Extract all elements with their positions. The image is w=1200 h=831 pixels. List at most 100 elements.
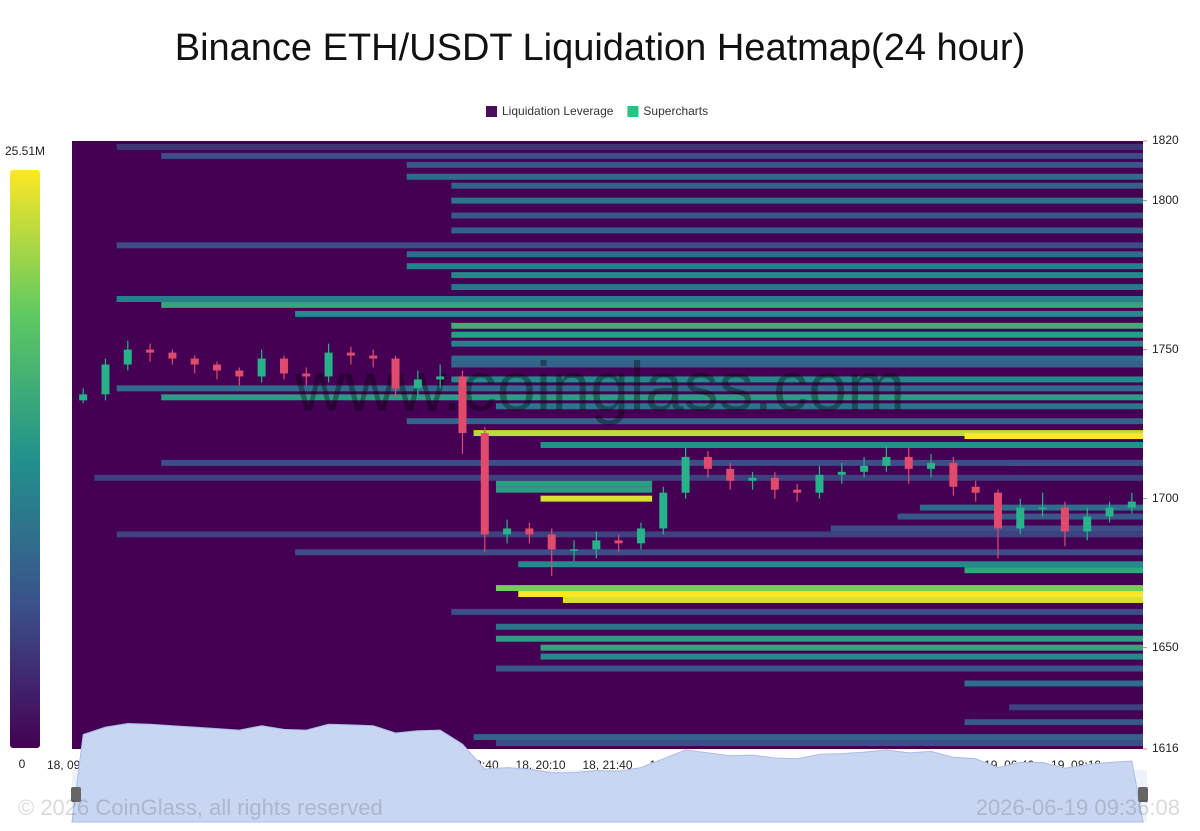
candle-body [971, 486, 980, 493]
legend-swatch [486, 106, 497, 117]
heat-band [964, 719, 1143, 726]
candle-body [614, 540, 623, 544]
heat-band [518, 561, 1143, 568]
footer-timestamp: 2026-06-19 09:36:08 [976, 795, 1180, 820]
heat-band [406, 263, 1143, 270]
y-tick-label: 1800 [1152, 193, 1179, 207]
heat-band [473, 734, 1143, 741]
heat-band [495, 486, 653, 493]
candle-body [570, 549, 579, 551]
heat-band [451, 355, 1143, 362]
heat-band [161, 394, 1143, 401]
candle-body [146, 349, 155, 353]
heat-band [451, 331, 1143, 338]
candle-body [636, 528, 645, 544]
y-tick-label: 1820 [1152, 133, 1179, 147]
candle-body [837, 471, 846, 475]
candle-body [592, 540, 601, 550]
candle-body [1105, 507, 1114, 517]
heat-band [451, 212, 1143, 219]
candle-body [190, 358, 199, 365]
heat-band [406, 173, 1143, 180]
candle-body [369, 355, 378, 359]
footer-copyright: © 2026 CoinGlass, all rights reserved [18, 795, 383, 820]
heat-band [116, 295, 1143, 302]
candle-body [391, 358, 400, 389]
heat-band [451, 376, 1143, 383]
candle-body [168, 352, 177, 359]
y-tick-label: 1650 [1152, 640, 1179, 654]
heat-band [295, 549, 1143, 556]
heat-band [830, 525, 1143, 532]
legend-label: Supercharts [643, 104, 708, 118]
y-tick-label: 1700 [1152, 491, 1179, 505]
heat-band [540, 644, 1143, 651]
candle-body [927, 462, 936, 469]
heat-band [451, 227, 1143, 234]
candle-body [525, 528, 534, 535]
navigator-handle[interactable] [71, 787, 81, 802]
y-tick-label: 1616 [1152, 741, 1179, 755]
navigator-handle[interactable] [1138, 787, 1148, 802]
heat-band [495, 740, 1143, 747]
heat-band [161, 459, 1143, 466]
heat-band [451, 182, 1143, 189]
heat-band [451, 340, 1143, 347]
candle-body [480, 433, 489, 535]
candle-body [547, 534, 556, 550]
candle-body [1016, 507, 1025, 529]
heat-band [451, 322, 1143, 329]
candle-body [1060, 507, 1069, 532]
heat-band [540, 495, 653, 502]
heat-band [540, 653, 1143, 660]
candle-body [1127, 501, 1136, 508]
candle-body [860, 465, 869, 472]
heat-band [919, 504, 1143, 511]
navigator-area [71, 722, 1144, 823]
heat-band [116, 531, 1143, 538]
heat-band [518, 591, 1143, 597]
candle-body [101, 364, 110, 395]
heat-band [451, 272, 1143, 279]
chart-title: Binance ETH/USDT Liquidation Heatmap(24 … [175, 27, 1026, 69]
candle-body [726, 468, 735, 481]
candle-body [79, 394, 88, 401]
candle-body [1083, 516, 1092, 532]
candle-body [123, 349, 132, 365]
heat-band [540, 442, 1143, 448]
heat-band [495, 403, 1143, 410]
heat-band [495, 665, 1143, 672]
heat-band [116, 143, 1143, 150]
heat-band [94, 474, 1143, 481]
candle-body [302, 373, 311, 377]
colorbar-label: 0 [19, 757, 26, 771]
candle-body [793, 489, 802, 493]
heat-band [451, 284, 1143, 291]
candle-body [748, 477, 757, 481]
candle-body [324, 352, 333, 377]
heat-band [161, 301, 1143, 308]
heat-band [964, 680, 1143, 687]
candle-body [882, 456, 891, 466]
candle-body [346, 352, 355, 356]
candle-body [1038, 507, 1047, 510]
x-tick-label: 18, 21:40 [582, 758, 632, 772]
candle-body [257, 358, 266, 377]
heat-band [406, 161, 1143, 168]
legend-swatch [627, 106, 639, 117]
legend-label: Liquidation Leverage [502, 104, 614, 118]
candle-body [949, 462, 958, 487]
heat-band [451, 608, 1143, 615]
candle-body [770, 477, 779, 490]
heat-band [495, 635, 1143, 642]
heat-band [116, 385, 1143, 392]
heat-band [495, 480, 653, 487]
y-tick-label: 1750 [1152, 342, 1179, 356]
heat-band [562, 597, 1143, 603]
candle-body [413, 379, 422, 389]
heat-band [116, 242, 1143, 249]
candle-body [436, 376, 445, 380]
heat-band [1009, 704, 1143, 711]
